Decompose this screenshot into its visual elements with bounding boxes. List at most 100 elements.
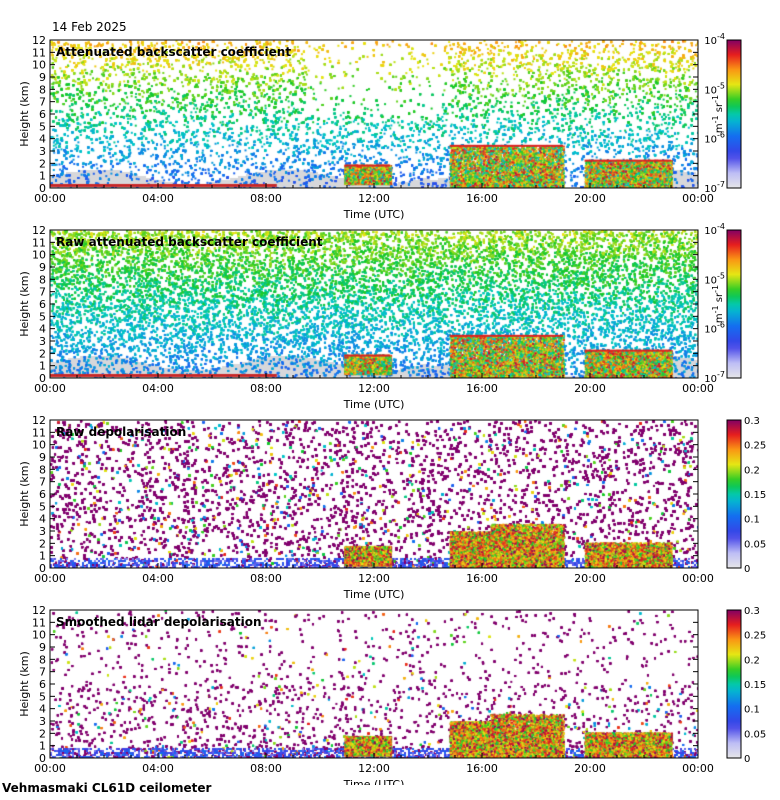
x-tick-label: 00:00 [34, 572, 66, 585]
y-tick-label: 0 [39, 752, 46, 765]
colorbar-tick-label: 0.25 [744, 441, 766, 452]
x-tick-label: 12:00 [358, 382, 390, 395]
colorbar-tick-label: 0.05 [744, 729, 766, 740]
x-axis-label: Time (UTC) [343, 778, 405, 785]
x-tick-label: 12:00 [358, 192, 390, 205]
x-tick-label: 04:00 [142, 762, 174, 775]
y-tick-label: 1 [39, 740, 46, 753]
y-tick-label: 1 [39, 360, 46, 373]
y-tick-label: 7 [39, 666, 46, 679]
date-label: 14 Feb 2025 [52, 20, 127, 34]
y-tick-label: 3 [39, 145, 46, 158]
heatmap-image [50, 40, 698, 188]
x-tick-label: 20:00 [574, 382, 606, 395]
y-tick-label: 5 [39, 310, 46, 323]
y-tick-label: 2 [39, 157, 46, 170]
y-tick-label: 3 [39, 335, 46, 348]
x-tick-label: 04:00 [142, 382, 174, 395]
colorbar-tick-label: 0.15 [744, 490, 766, 501]
colorbar-tick-label: 10-6 [704, 321, 725, 336]
x-tick-label: 00:00 [682, 192, 714, 205]
colorbar-unit-label: m-1 sr-1 [711, 285, 725, 323]
heatmap-image [50, 420, 698, 568]
x-axis-label: Time (UTC) [343, 588, 405, 600]
colorbar-tick-label: 10-4 [704, 222, 725, 237]
y-tick-label: 3 [39, 715, 46, 728]
y-tick-label: 0 [39, 562, 46, 575]
colorbar-tick-label: 10-6 [704, 131, 725, 146]
x-axis-label: Time (UTC) [343, 398, 405, 410]
y-tick-label: 2 [39, 727, 46, 740]
colorbar-tick-label: 0.2 [744, 655, 760, 666]
x-tick-label: 08:00 [250, 572, 282, 585]
panel-title: Attenuated backscatter coefficient [56, 45, 291, 59]
y-tick-label: 10 [32, 439, 46, 452]
y-tick-label: 9 [39, 71, 46, 84]
y-tick-label: 10 [32, 629, 46, 642]
y-tick-label: 1 [39, 170, 46, 183]
colorbar-unit-label: m-1 sr-1 [711, 95, 725, 133]
x-tick-label: 20:00 [574, 762, 606, 775]
colorbar [726, 39, 742, 189]
y-tick-label: 11 [32, 46, 46, 59]
y-tick-label: 5 [39, 120, 46, 133]
colorbar-tick-label: 0.3 [744, 416, 760, 427]
y-tick-label: 8 [39, 463, 46, 476]
y-tick-label: 11 [32, 236, 46, 249]
y-tick-label: 12 [32, 34, 46, 47]
x-tick-label: 00:00 [34, 382, 66, 395]
x-tick-label: 00:00 [682, 762, 714, 775]
y-tick-label: 4 [39, 323, 46, 336]
colorbar-tick-label: 0 [744, 754, 750, 765]
x-tick-label: 08:00 [250, 192, 282, 205]
panel-title: Raw depolarisation [56, 425, 186, 439]
y-tick-label: 8 [39, 83, 46, 96]
colorbar [726, 229, 742, 379]
colorbar-tick-label: 10-5 [704, 81, 725, 96]
y-tick-label: 8 [39, 653, 46, 666]
y-tick-label: 6 [39, 488, 46, 501]
colorbar-tick-label: 0.05 [744, 539, 766, 550]
colorbar-tick-label: 0.3 [744, 606, 760, 617]
y-tick-label: 6 [39, 678, 46, 691]
y-tick-label: 4 [39, 513, 46, 526]
colorbar-tick-label: 0.2 [744, 465, 760, 476]
y-tick-label: 8 [39, 273, 46, 286]
x-tick-label: 16:00 [466, 572, 498, 585]
y-tick-label: 2 [39, 347, 46, 360]
y-tick-label: 4 [39, 133, 46, 146]
x-tick-label: 04:00 [142, 572, 174, 585]
y-tick-label: 11 [32, 616, 46, 629]
y-tick-label: 1 [39, 550, 46, 563]
x-axis-label: Time (UTC) [343, 208, 405, 220]
colorbar-tick-label: 10-7 [704, 370, 725, 385]
x-tick-label: 20:00 [574, 192, 606, 205]
colorbar-tick-label: 10-7 [704, 180, 725, 195]
x-tick-label: 16:00 [466, 762, 498, 775]
panel-title: Smoothed lidar depolarisation [56, 615, 262, 629]
y-axis-label: Height (km) [18, 461, 31, 527]
y-tick-label: 12 [32, 224, 46, 237]
y-tick-label: 11 [32, 426, 46, 439]
y-tick-label: 7 [39, 96, 46, 109]
heatmap-image [50, 610, 698, 758]
colorbar-tick-label: 10-5 [704, 271, 725, 286]
y-tick-label: 12 [32, 414, 46, 427]
y-tick-label: 6 [39, 108, 46, 121]
y-tick-label: 7 [39, 286, 46, 299]
colorbar-tick-label: 0.15 [744, 680, 766, 691]
y-tick-label: 3 [39, 525, 46, 538]
y-tick-label: 0 [39, 182, 46, 195]
y-tick-label: 5 [39, 500, 46, 513]
x-tick-label: 08:00 [250, 382, 282, 395]
colorbar-tick-label: 0.1 [744, 515, 760, 526]
y-tick-label: 12 [32, 604, 46, 617]
x-tick-label: 12:00 [358, 572, 390, 585]
x-tick-label: 00:00 [682, 382, 714, 395]
x-tick-label: 00:00 [34, 762, 66, 775]
instrument-label: Vehmasmaki CL61D ceilometer [2, 781, 212, 795]
x-tick-label: 16:00 [466, 382, 498, 395]
